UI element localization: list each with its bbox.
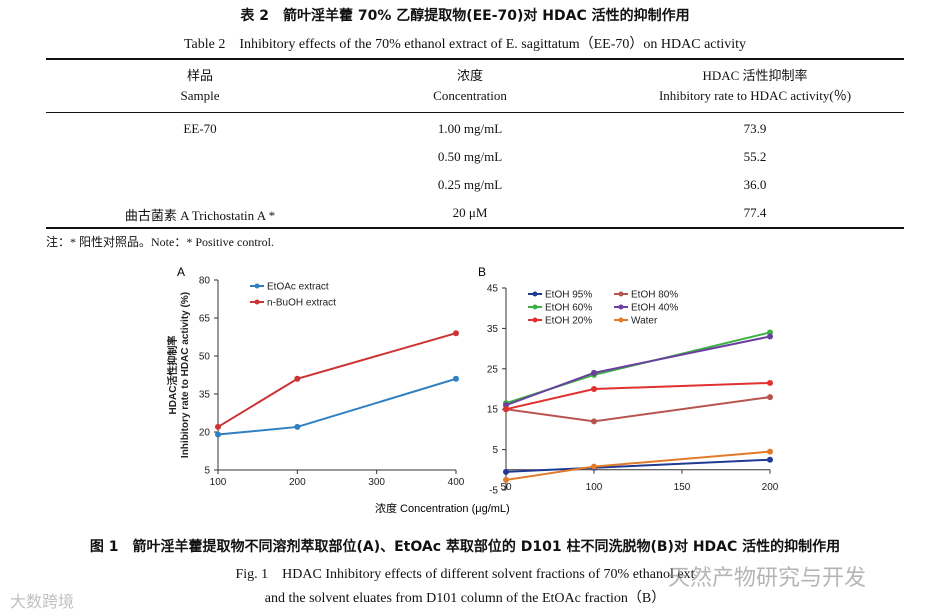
y-tick-label-a: 65 bbox=[199, 314, 211, 325]
legend-marker bbox=[254, 283, 260, 289]
header-inhibition: HDAC 活性抑制率 Inhibitory rate to HDAC activ… bbox=[630, 66, 880, 106]
data-point bbox=[503, 406, 509, 413]
x-tick-label-a: 400 bbox=[448, 477, 465, 488]
row2-rate: 55.2 bbox=[743, 149, 767, 164]
y-tick-label-a: 5 bbox=[204, 466, 210, 477]
figure-caption-cn: 图 1 箭叶淫羊藿提取物不同溶剂萃取部位(A)、EtOAc 萃取部位的 D101… bbox=[89, 539, 841, 555]
series-line-etoh-20- bbox=[505, 381, 771, 411]
header-sample-en: Sample bbox=[180, 88, 220, 103]
y-tick-label-b: 45 bbox=[487, 284, 499, 295]
data-point bbox=[215, 423, 221, 430]
data-point bbox=[591, 418, 597, 425]
table-top-rule bbox=[46, 58, 904, 60]
legend-label: EtOH 20% bbox=[545, 316, 592, 327]
legend-label: n-BuOH extract bbox=[267, 298, 336, 309]
legend-marker bbox=[532, 304, 538, 310]
y-axis-label-cn: HDAC活性抑制率 bbox=[166, 336, 179, 415]
series-line-etoh-40- bbox=[505, 335, 771, 407]
y-tick-label-b: 15 bbox=[487, 405, 499, 416]
x-tick-label-b: 150 bbox=[674, 482, 691, 493]
legend-marker bbox=[532, 291, 538, 297]
data-point bbox=[767, 333, 773, 340]
row4-sample: 曲古菌素 A Trichostatin A * bbox=[124, 208, 276, 223]
panel-a-chart: 5 20 35 50 65 80 100 200 300 400 HDAC活性抑制率 Inhibito… bbox=[166, 276, 465, 489]
legend-label: EtOAc extract bbox=[267, 282, 329, 293]
series-line-n-buoh-extract bbox=[217, 332, 457, 428]
legend-marker bbox=[618, 317, 624, 323]
data-point bbox=[503, 468, 509, 475]
row3-rate: 36.0 bbox=[743, 177, 767, 192]
header-sample-cn: 样品 bbox=[186, 68, 213, 83]
panel-b-chart: -5 5 15 25 35 45 50 100 150 200 EtOH 95% EtOH 80% Et… bbox=[487, 284, 779, 497]
row2-conc: 0.50 mg/mL bbox=[437, 149, 503, 164]
legend-marker bbox=[254, 299, 260, 305]
header-inhibition-en: Inhibitory rate to HDAC activity(％) bbox=[658, 88, 852, 103]
data-point bbox=[453, 375, 459, 382]
y-tick-label-a: 20 bbox=[199, 428, 211, 439]
series-line-etoh-60- bbox=[505, 331, 771, 405]
table-caption-cn: 表 2 箭叶淫羊藿 70% 乙醇提取物(EE-70)对 HDAC 活性的抑制作用 bbox=[240, 8, 690, 24]
data-point bbox=[591, 463, 597, 470]
legend-label: EtOH 95% bbox=[545, 290, 592, 301]
y-tick-label-a: 80 bbox=[199, 276, 211, 287]
header-concentration-en: Concentration bbox=[433, 88, 507, 103]
legend-label: EtOH 80% bbox=[631, 290, 678, 301]
x-tick-label-b: 100 bbox=[586, 482, 603, 493]
table-caption-en: Table 2 Inhibitory effects of the 70% et… bbox=[183, 37, 747, 52]
data-point bbox=[767, 394, 773, 401]
row3-conc: 0.25 mg/mL bbox=[437, 177, 503, 192]
y-tick-label-b: -5 bbox=[489, 486, 498, 497]
table-bottom-rule bbox=[46, 227, 904, 229]
header-inhibition-cn: HDAC 活性抑制率 bbox=[702, 68, 808, 83]
figure-1: A 5 20 35 50 65 80 100 200 300 400 HDAC活性抑制率 Inhibi… bbox=[166, 265, 779, 515]
panel-a-label: A bbox=[177, 265, 185, 279]
data-point bbox=[294, 375, 301, 382]
x-tick-label-a: 200 bbox=[289, 477, 306, 488]
legend-marker bbox=[618, 291, 624, 297]
x-tick-label-a: 100 bbox=[210, 477, 227, 488]
x-tick-label-b: 50 bbox=[500, 482, 512, 493]
data-point bbox=[767, 379, 773, 386]
figure-caption-en-line1: Fig. 1 HDAC Inhibitory effects of differ… bbox=[235, 567, 695, 582]
header-concentration-cn: 浓度 bbox=[456, 68, 483, 83]
data-point bbox=[453, 330, 459, 337]
y-tick-label-a: 35 bbox=[199, 390, 211, 401]
panel-b-label: B bbox=[478, 265, 486, 279]
legend-marker bbox=[618, 304, 624, 310]
shared-x-label: 浓度 Concentration (μg/mL) bbox=[375, 501, 510, 515]
data-point bbox=[215, 431, 221, 438]
y-tick-label-b: 25 bbox=[487, 364, 499, 375]
row1-conc: 1.00 mg/mL bbox=[437, 121, 503, 136]
y-tick-label-b: 35 bbox=[487, 324, 499, 335]
y-tick-label-a: 50 bbox=[199, 352, 211, 363]
legend-label: EtOH 60% bbox=[545, 303, 592, 314]
legend-label: EtOH 40% bbox=[631, 303, 678, 314]
watermark-left: 大数跨境 bbox=[10, 592, 75, 611]
x-tick-label-b: 200 bbox=[762, 482, 779, 493]
row1-sample: EE-70 bbox=[183, 121, 217, 136]
data-point bbox=[503, 476, 509, 483]
figure-caption-en-line2: and the solvent eluates from D101 column… bbox=[264, 591, 666, 606]
header-concentration: 浓度 Concentration bbox=[390, 66, 550, 106]
legend-label: Water bbox=[631, 316, 658, 327]
data-point bbox=[591, 386, 597, 392]
data-point bbox=[767, 456, 773, 463]
header-sample: 样品 Sample bbox=[120, 66, 280, 106]
row4-rate: 77.4 bbox=[743, 205, 767, 220]
x-tick-label-a: 300 bbox=[368, 477, 385, 488]
y-axis-label-en: Inhibitory rate to HDAC activity (%) bbox=[180, 292, 191, 458]
y-tick-label-b: 5 bbox=[492, 445, 498, 456]
row4-conc: 20 μM bbox=[452, 205, 488, 220]
legend-marker bbox=[532, 317, 538, 323]
data-point bbox=[767, 448, 773, 455]
data-point bbox=[294, 423, 301, 430]
series-line-etoac-extract bbox=[217, 377, 457, 436]
table-header-rule bbox=[46, 112, 904, 113]
data-point bbox=[591, 369, 597, 376]
watermark-right: 天然产物研究与开发 bbox=[668, 566, 867, 591]
table-note: 注：* 阳性对照品。Note：* Positive control. bbox=[46, 235, 274, 249]
row1-rate: 73.9 bbox=[743, 121, 767, 136]
